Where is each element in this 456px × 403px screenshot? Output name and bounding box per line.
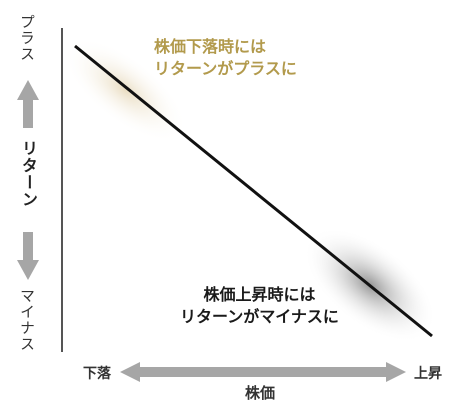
bottom-right-annotation-line2: リターンがマイナスに [180, 307, 339, 326]
x-axis-right-label: 上昇 [414, 366, 442, 382]
bottom-right-annotation-line1: 株価上昇時には [203, 285, 316, 304]
x-double-arrow [120, 362, 406, 382]
y-axis-top-label: プラス [18, 14, 36, 62]
top-left-annotation-line2: リターンがプラスに [154, 59, 297, 78]
bottom-right-annotation: 株価上昇時には リターンがマイナスに [180, 284, 339, 328]
x-axis-center-label: 株価 [245, 384, 276, 402]
top-left-annotation-line1: 株価下落時には [154, 37, 267, 56]
top-left-annotation: 株価下落時には リターンがプラスに [154, 36, 297, 80]
y-up-arrow [17, 80, 39, 128]
y-axis-middle-label: リターン [19, 140, 38, 208]
y-down-arrow [17, 232, 39, 280]
diagonal-line [74, 44, 433, 338]
x-axis-left-label: 下落 [83, 366, 111, 382]
y-axis-bottom-label: マイナス [18, 288, 36, 352]
top-left-glow [62, 37, 188, 143]
